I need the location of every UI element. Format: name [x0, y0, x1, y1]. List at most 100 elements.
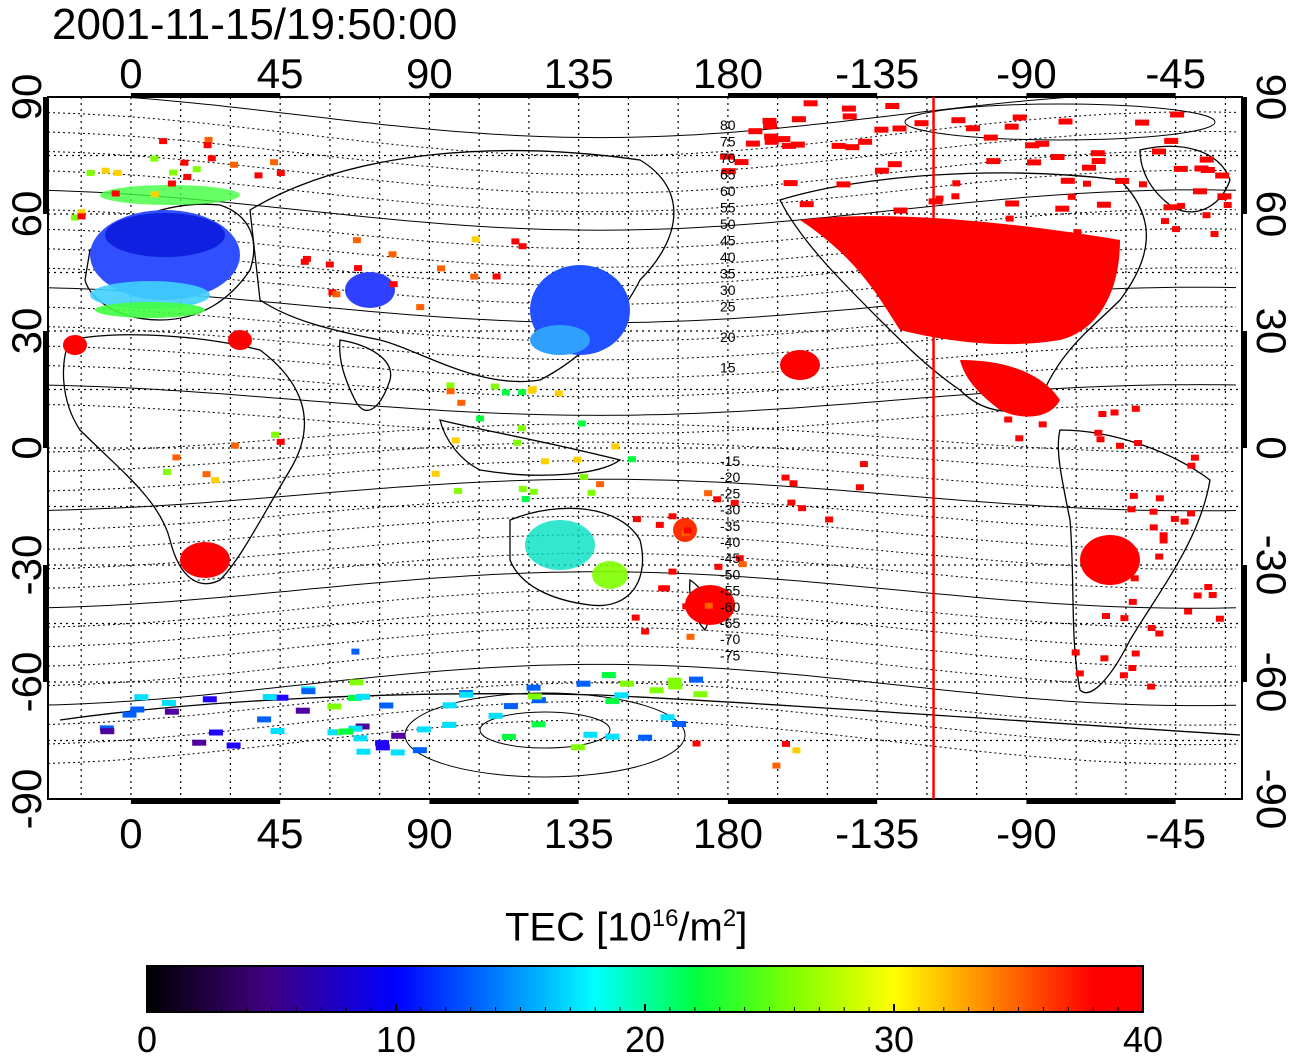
- tec-patch-south-africa: [180, 542, 230, 578]
- lat-tick-left: 90: [3, 74, 50, 121]
- tec-point: [842, 113, 857, 120]
- tec-point: [270, 728, 285, 734]
- tec-point: [356, 693, 371, 700]
- tec-observations: [63, 100, 1232, 769]
- tec-point: [601, 672, 616, 678]
- tec-point: [295, 707, 310, 714]
- tec-point: [1159, 532, 1168, 539]
- tec-point: [1096, 201, 1111, 208]
- contour-line: [48, 441, 1237, 473]
- colorbar-tick-label: 30: [874, 1019, 914, 1057]
- contour-line: [48, 111, 1237, 157]
- axis-bar-right: [1242, 565, 1247, 682]
- contour-label: -45: [720, 550, 740, 566]
- plot-title: 2001-11-15/19:50:00: [52, 0, 458, 49]
- contour-line: [48, 682, 1237, 726]
- tec-point: [693, 691, 708, 698]
- tec-patch-australia: [525, 520, 595, 570]
- tec-point: [521, 496, 530, 502]
- lon-tick-top: 135: [544, 50, 614, 97]
- tec-point: [122, 711, 137, 718]
- colorbar-tick-label: 20: [625, 1019, 665, 1057]
- tec-point: [787, 499, 796, 506]
- contour-line: [48, 267, 1237, 305]
- tec-point: [389, 281, 398, 288]
- tec-point: [1208, 592, 1217, 598]
- tec-patch-pacific: [780, 350, 820, 380]
- tec-point: [1128, 665, 1137, 671]
- colorbar-title-mid: /m: [678, 905, 723, 950]
- tec-point: [1100, 655, 1109, 662]
- tec-point: [517, 425, 526, 432]
- tec-point: [1058, 118, 1073, 125]
- tec-point: [457, 399, 466, 406]
- tec-point: [874, 126, 889, 133]
- tec-point: [855, 484, 864, 491]
- contour-line: [48, 534, 1237, 570]
- tec-point: [412, 747, 427, 754]
- contour-line: [48, 608, 1237, 648]
- tec-point: [689, 676, 703, 683]
- tec-point: [1050, 154, 1065, 160]
- tec-point: [502, 733, 516, 740]
- tec-point: [738, 561, 747, 568]
- tec-point: [1035, 140, 1050, 147]
- tec-point: [668, 568, 677, 575]
- tec-point: [658, 585, 667, 592]
- tec-point: [570, 744, 585, 751]
- contour-label: -55: [720, 583, 740, 599]
- tec-point: [858, 138, 873, 145]
- tec-point: [1102, 613, 1110, 619]
- tec-point: [527, 387, 536, 394]
- contour-label: -20: [720, 469, 740, 485]
- contour-label: -60: [720, 599, 740, 615]
- tec-point: [1025, 142, 1040, 149]
- contour-line: [48, 645, 1237, 687]
- contour-line: [48, 130, 1237, 176]
- tec-point: [1004, 123, 1019, 130]
- tec-point: [772, 762, 781, 769]
- lat-tick-left: 0: [3, 436, 50, 459]
- tec-point: [1116, 442, 1124, 449]
- tec-point: [605, 698, 620, 705]
- tec-point: [471, 236, 480, 243]
- tec-point: [714, 563, 723, 570]
- tec-point: [159, 138, 168, 145]
- tec-point: [134, 694, 149, 701]
- tec-point: [301, 688, 316, 695]
- tec-point: [1190, 454, 1199, 461]
- tec-point: [791, 116, 806, 123]
- contour-line: [48, 306, 1237, 342]
- tec-point: [348, 694, 362, 701]
- tec-point: [1001, 405, 1010, 411]
- tec-point: [951, 117, 966, 124]
- tec-patch-central-asia: [345, 272, 395, 308]
- tec-point: [325, 261, 334, 268]
- tec-point: [470, 273, 479, 280]
- contour-label: -35: [720, 518, 740, 534]
- tec-point: [1015, 435, 1024, 442]
- contour-line: [48, 626, 1237, 668]
- tec-point: [300, 258, 309, 265]
- tec-point: [874, 167, 889, 174]
- axis-bar-top: [1026, 93, 1176, 98]
- tec-point: [745, 140, 760, 147]
- contour-line: [48, 345, 1237, 379]
- axis-bar-left: [43, 565, 48, 682]
- tec-point: [1193, 188, 1207, 195]
- tec-point: [668, 513, 677, 520]
- tec-point: [1096, 436, 1105, 443]
- tec-point: [101, 167, 110, 174]
- tec-point: [1202, 212, 1211, 219]
- tec-point: [914, 120, 929, 127]
- tec-point: [660, 714, 675, 721]
- tec-point: [577, 420, 586, 427]
- contour-line: [116, 97, 1081, 139]
- tec-point: [388, 251, 397, 258]
- contour-label: -70: [720, 631, 740, 647]
- tec-point: [1073, 229, 1082, 236]
- tec-point: [682, 603, 691, 610]
- contour-label: 35: [720, 266, 736, 282]
- tec-point: [587, 489, 596, 496]
- tec-point: [202, 471, 211, 478]
